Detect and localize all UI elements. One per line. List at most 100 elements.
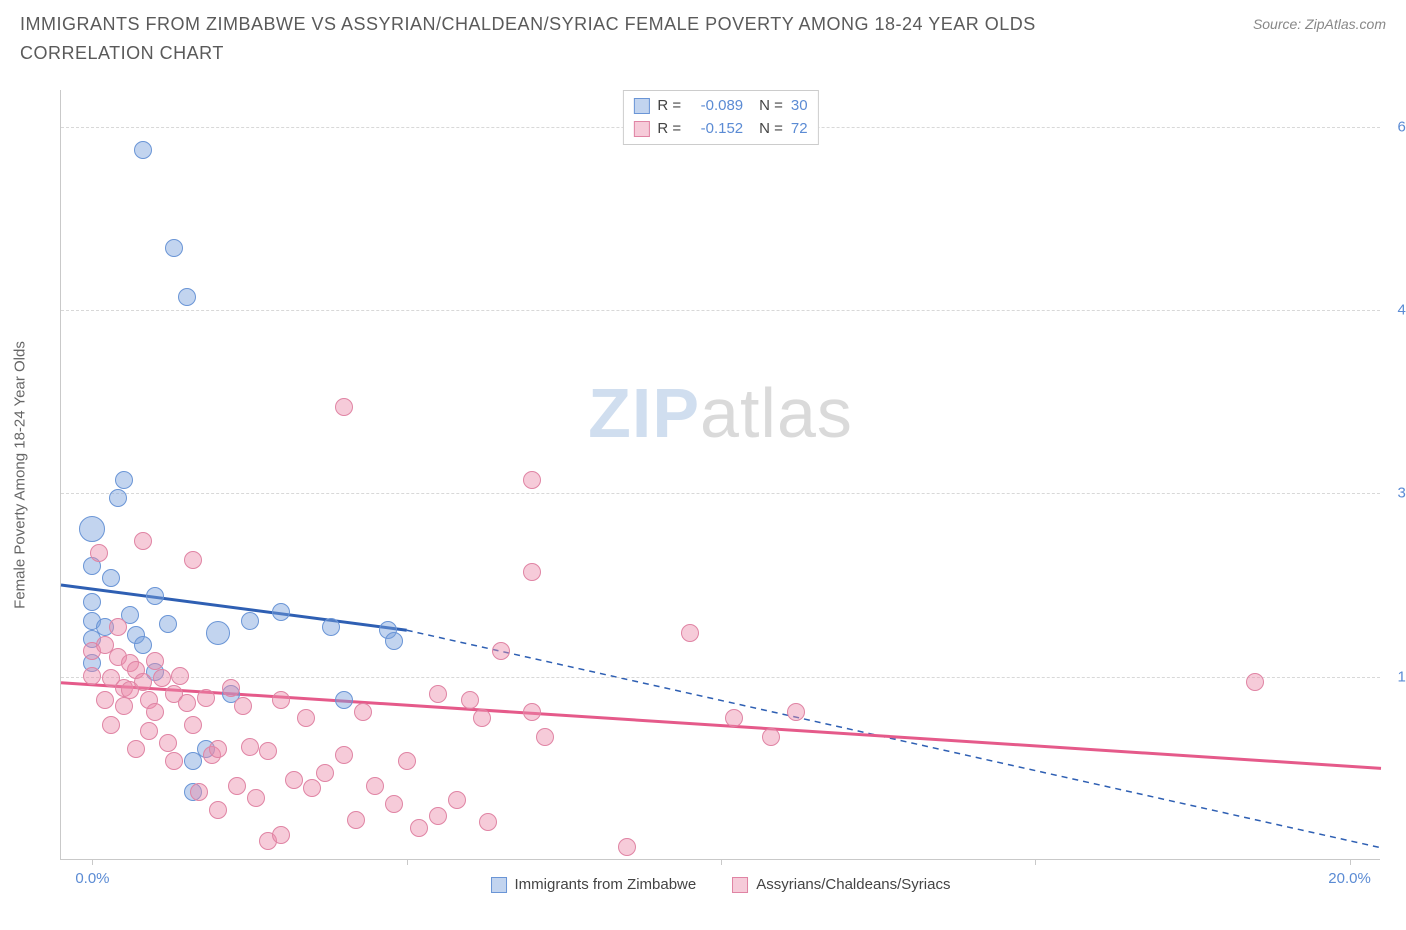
data-point [335, 691, 353, 709]
data-point [429, 807, 447, 825]
data-point [134, 636, 152, 654]
data-point [222, 679, 240, 697]
data-point [190, 783, 208, 801]
data-point [153, 669, 171, 687]
data-point [209, 740, 227, 758]
data-point [115, 697, 133, 715]
data-point [146, 703, 164, 721]
data-point [272, 603, 290, 621]
chart-area: Female Poverty Among 18-24 Year Olds ZIP… [60, 90, 1380, 860]
gridline [61, 493, 1380, 494]
data-point [536, 728, 554, 746]
data-point [523, 563, 541, 581]
x-tick [721, 859, 722, 865]
data-point [90, 544, 108, 562]
data-point [448, 791, 466, 809]
legend-item-zimbabwe: Immigrants from Zimbabwe [491, 876, 697, 893]
data-point [523, 471, 541, 489]
legend-row-assyrian: R = -0.152 N = 72 [633, 118, 807, 141]
data-point [241, 738, 259, 756]
data-point [178, 694, 196, 712]
series-legend: Immigrants from Zimbabwe Assyrians/Chald… [491, 876, 951, 893]
data-point [146, 587, 164, 605]
data-point [109, 489, 127, 507]
data-point [479, 813, 497, 831]
legend-item-assyrian: Assyrians/Chaldeans/Syriacs [732, 876, 950, 893]
data-point [762, 728, 780, 746]
data-point [492, 642, 510, 660]
data-point [127, 740, 145, 758]
data-point [165, 239, 183, 257]
data-point [134, 673, 152, 691]
data-point [366, 777, 384, 795]
x-tick [407, 859, 408, 865]
data-point [134, 141, 152, 159]
correlation-legend: R = -0.089 N = 30 R = -0.152 N = 72 [622, 90, 818, 145]
data-point [83, 667, 101, 685]
data-point [165, 752, 183, 770]
data-point [523, 703, 541, 721]
data-point [410, 819, 428, 837]
data-point [79, 516, 105, 542]
data-point [347, 811, 365, 829]
data-point [681, 624, 699, 642]
y-tick-label: 60.0% [1385, 118, 1406, 135]
x-tick-label: 20.0% [1328, 870, 1371, 887]
data-point [184, 551, 202, 569]
source-label: Source: ZipAtlas.com [1253, 16, 1386, 32]
data-point [102, 716, 120, 734]
data-point [206, 621, 230, 645]
y-tick-label: 30.0% [1385, 485, 1406, 502]
data-point [335, 398, 353, 416]
data-point [385, 795, 403, 813]
gridline [61, 310, 1380, 311]
x-tick [1035, 859, 1036, 865]
data-point [178, 288, 196, 306]
data-point [171, 667, 189, 685]
gridline [61, 677, 1380, 678]
data-point [83, 593, 101, 611]
data-point [385, 632, 403, 650]
data-point [725, 709, 743, 727]
data-point [96, 691, 114, 709]
data-point [115, 471, 133, 489]
data-point [102, 569, 120, 587]
y-axis-label: Female Poverty Among 18-24 Year Olds [12, 341, 29, 609]
data-point [228, 777, 246, 795]
data-point [197, 689, 215, 707]
data-point [241, 612, 259, 630]
x-tick [1350, 859, 1351, 865]
data-point [316, 764, 334, 782]
data-point [1246, 673, 1264, 691]
data-point [618, 838, 636, 856]
y-tick-label: 15.0% [1385, 668, 1406, 685]
data-point [134, 532, 152, 550]
data-point [140, 722, 158, 740]
data-point [234, 697, 252, 715]
data-point [335, 746, 353, 764]
data-point [259, 742, 277, 760]
data-point [322, 618, 340, 636]
data-point [398, 752, 416, 770]
data-point [461, 691, 479, 709]
y-tick-label: 45.0% [1385, 302, 1406, 319]
data-point [272, 826, 290, 844]
data-point [429, 685, 447, 703]
data-point [297, 709, 315, 727]
data-point [787, 703, 805, 721]
data-point [285, 771, 303, 789]
data-point [303, 779, 321, 797]
data-point [184, 716, 202, 734]
data-point [209, 801, 227, 819]
data-point [159, 734, 177, 752]
data-point [146, 652, 164, 670]
data-point [272, 691, 290, 709]
legend-row-zimbabwe: R = -0.089 N = 30 [633, 95, 807, 118]
data-point [159, 615, 177, 633]
data-point [473, 709, 491, 727]
x-tick [92, 859, 93, 865]
data-point [109, 618, 127, 636]
x-tick-label: 0.0% [75, 870, 109, 887]
data-point [247, 789, 265, 807]
data-point [354, 703, 372, 721]
